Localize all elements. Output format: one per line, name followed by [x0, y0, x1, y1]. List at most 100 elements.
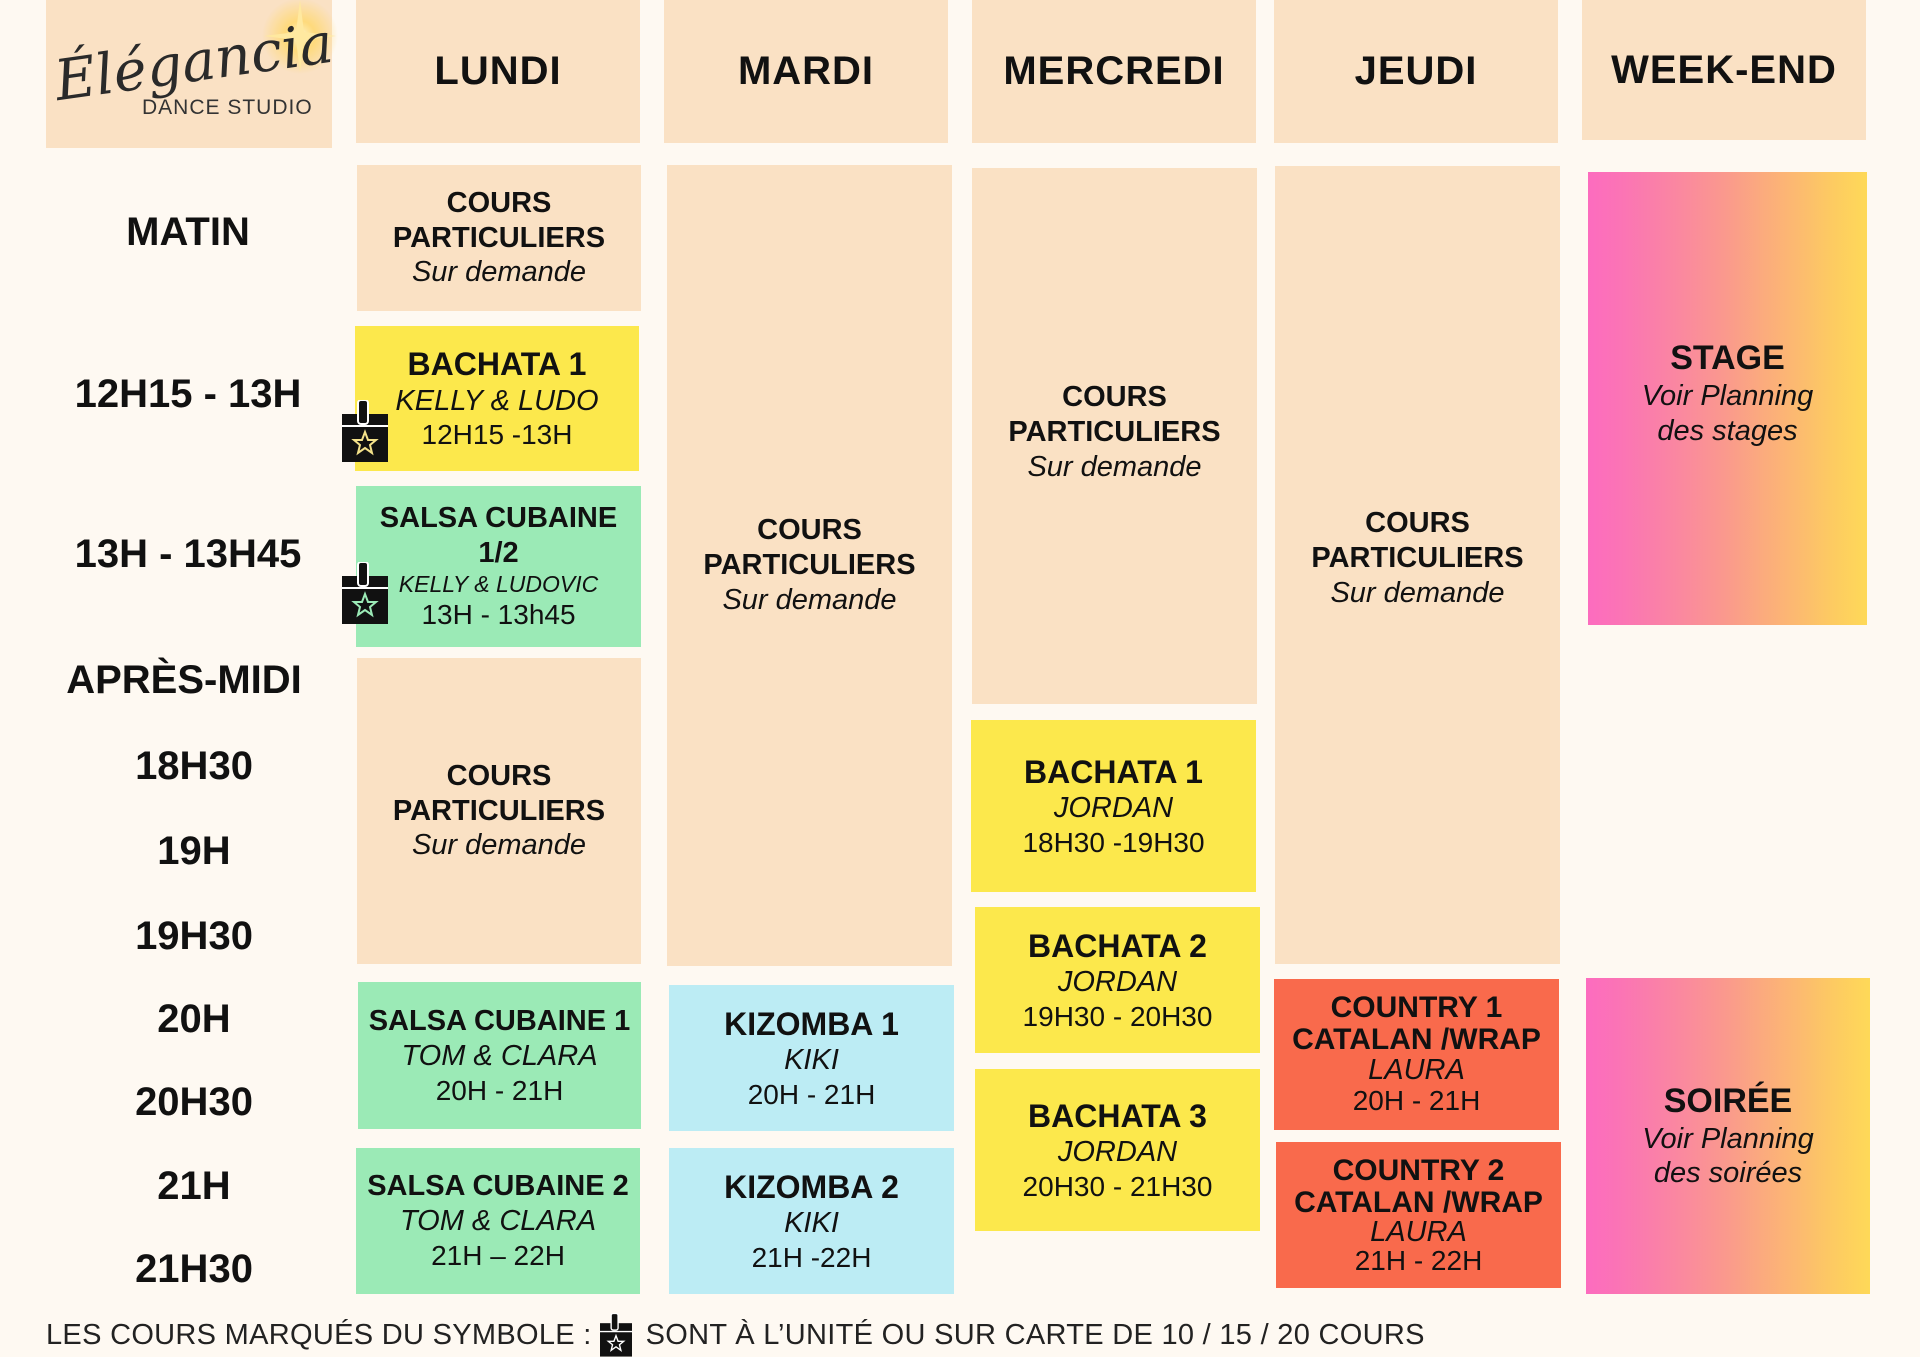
class-level: 1/2 — [478, 536, 519, 569]
studio-logo: Élégancia DANCE STUDIO — [46, 0, 338, 148]
lundi-salsa-cubaine-1: SALSA CUBAINE 1 TOM & CLARA 20H - 21H — [358, 982, 641, 1129]
cell-line: PARTICULIERS — [1008, 415, 1221, 448]
class-hours: 20H - 21H — [747, 1078, 876, 1110]
footer-note: LES COURS MARQUÉS DU SYMBOLE : SONT À L’… — [46, 1313, 1425, 1357]
time-label-19h30: 19H30 — [135, 914, 253, 958]
class-subtitle: CATALAN /WRAP — [1292, 1022, 1541, 1056]
class-hours: 20H - 21H — [435, 1074, 564, 1106]
cell-line: PARTICULIERS — [392, 794, 606, 827]
time-label-13h: 13H - 13H45 — [74, 532, 302, 576]
class-hours: 13H - 13h45 — [421, 599, 576, 631]
soiree-line: Voir Planning — [1642, 1122, 1814, 1155]
time-label-20h: 20H — [157, 997, 231, 1041]
jeudi-country-2: COUNTRY 2 CATALAN /WRAP LAURA 21H - 22H — [1276, 1142, 1561, 1288]
class-title: KIZOMBA 2 — [724, 1168, 899, 1205]
logo-subtitle: DANCE STUDIO — [142, 96, 313, 119]
class-teacher: TOM & CLARA — [399, 1205, 597, 1238]
class-teacher: LAURA — [1370, 1216, 1467, 1248]
sparkle-icon — [262, 0, 338, 74]
time-label-20h30: 20H30 — [135, 1080, 253, 1124]
cell-line: COURS — [446, 759, 552, 792]
mercredi-bachata-2: BACHATA 2 JORDAN 19H30 - 20H30 — [975, 907, 1260, 1053]
cell-note: Sur demande — [1330, 576, 1505, 609]
footer-text-before: LES COURS MARQUÉS DU SYMBOLE : — [46, 1318, 592, 1351]
cell-line: PARTICULIERS — [703, 549, 916, 582]
class-hours: 19H30 - 20H30 — [1022, 1000, 1213, 1032]
class-title: BACHATA 2 — [1028, 927, 1207, 964]
class-title: SALSA CUBAINE — [379, 502, 618, 535]
class-title: SALSA CUBAINE 2 — [367, 1170, 629, 1203]
time-label-21h30: 21H30 — [135, 1247, 253, 1291]
day-header-lundi: LUNDI — [356, 0, 640, 143]
cell-line: COURS — [1062, 381, 1167, 413]
class-subtitle: CATALAN /WRAP — [1294, 1185, 1543, 1219]
stage-title: STAGE — [1670, 339, 1785, 377]
soiree-line: des soirées — [1653, 1157, 1803, 1190]
class-hours: 20H - 21H — [1352, 1084, 1481, 1116]
cell-line: PARTICULIERS — [392, 221, 606, 254]
class-title: BACHATA 1 — [1024, 753, 1203, 790]
lundi-bachata-1: BACHATA 1 KELLY & LUDO 12H15 -13H — [355, 326, 639, 471]
time-label-12h15: 12H15 - 13H — [74, 372, 302, 416]
mercredi-bachata-1: BACHATA 1 JORDAN 18H30 -19H30 — [971, 720, 1256, 892]
class-hours: 21H – 22H — [431, 1240, 565, 1271]
cell-note: Sur demande — [722, 583, 897, 616]
class-hours: 12H15 -13H — [421, 419, 573, 451]
time-label-apres-midi: APRÈS-MIDI — [66, 658, 302, 702]
class-hours: 21H - 22H — [1354, 1245, 1483, 1276]
stage-line: des stages — [1657, 414, 1798, 447]
time-label-19h: 19H — [157, 829, 231, 873]
class-teacher: KELLY & LUDO — [395, 384, 599, 417]
lundi-salsa-cubaine-1-2: SALSA CUBAINE 1/2 KELLY & LUDOVIC 13H - … — [356, 486, 641, 647]
class-title: KIZOMBA 1 — [724, 1005, 899, 1042]
mardi-kizomba-1: KIZOMBA 1 KIKI 20H - 21H — [669, 985, 954, 1131]
cell-line: COURS — [1365, 507, 1470, 539]
class-hours: 20H30 - 21H30 — [1022, 1170, 1213, 1202]
class-teacher: KIKI — [784, 1207, 839, 1239]
card-star-icon — [342, 562, 388, 624]
mercredi-bachata-3: BACHATA 3 JORDAN 20H30 - 21H30 — [975, 1069, 1260, 1231]
cell-note: Sur demande — [1027, 450, 1202, 483]
cell-note: Sur demande — [411, 829, 587, 862]
class-teacher: LAURA — [1368, 1054, 1465, 1087]
class-title: COUNTRY 2 — [1332, 1154, 1505, 1187]
day-header-weekend: WEEK-END — [1582, 0, 1866, 140]
weekend-stage: STAGE Voir Planning des stages — [1588, 172, 1867, 625]
cell-line: COURS — [446, 186, 552, 219]
class-title: BACHATA 1 — [407, 346, 587, 383]
class-teacher: JORDAN — [1057, 1136, 1178, 1168]
lundi-cours-particuliers-apres-midi: COURS PARTICULIERS Sur demande — [357, 658, 641, 964]
class-hours: 18H30 -19H30 — [1022, 826, 1205, 858]
class-teacher: KIKI — [784, 1044, 839, 1076]
cell-line: PARTICULIERS — [1311, 541, 1524, 574]
lundi-cours-particuliers-matin: COURS PARTICULIERS Sur demande — [357, 165, 641, 311]
stage-line: Voir Planning — [1641, 379, 1814, 412]
class-teacher: JORDAN — [1053, 792, 1174, 824]
class-teacher: JORDAN — [1057, 966, 1178, 998]
day-header-mercredi: MERCREDI — [972, 0, 1256, 143]
time-label-matin: MATIN — [126, 210, 250, 254]
class-teacher: TOM & CLARA — [401, 1039, 598, 1072]
soiree-title: SOIRÉE — [1663, 1081, 1793, 1120]
class-title: BACHATA 3 — [1028, 1097, 1207, 1134]
mercredi-cours-particuliers: COURS PARTICULIERS Sur demande — [972, 168, 1257, 704]
class-hours: 21H -22H — [751, 1241, 872, 1273]
cell-line: COURS — [757, 514, 862, 547]
card-star-icon — [342, 400, 388, 462]
jeudi-cours-particuliers: COURS PARTICULIERS Sur demande — [1275, 166, 1560, 964]
day-header-mardi: MARDI — [664, 0, 948, 143]
cell-note: Sur demande — [411, 256, 587, 289]
lundi-salsa-cubaine-2: SALSA CUBAINE 2 TOM & CLARA 21H – 22H — [356, 1148, 640, 1294]
time-label-18h30: 18H30 — [135, 744, 253, 788]
mardi-cours-particuliers: COURS PARTICULIERS Sur demande — [667, 165, 952, 966]
jeudi-country-1: COUNTRY 1 CATALAN /WRAP LAURA 20H - 21H — [1274, 979, 1559, 1130]
weekend-soiree: SOIRÉE Voir Planning des soirées — [1586, 978, 1870, 1294]
day-header-jeudi: JEUDI — [1274, 0, 1558, 143]
class-teacher: KELLY & LUDOVIC — [398, 570, 599, 597]
class-title: COUNTRY 1 — [1330, 991, 1503, 1025]
time-label-21h: 21H — [157, 1164, 231, 1208]
footer-text-after: SONT À L’UNITÉ OU SUR CARTE DE 10 / 15 /… — [645, 1318, 1425, 1351]
class-title: SALSA CUBAINE 1 — [368, 1004, 631, 1037]
card-star-icon — [599, 1313, 632, 1357]
mardi-kizomba-2: KIZOMBA 2 KIKI 21H -22H — [669, 1148, 954, 1294]
